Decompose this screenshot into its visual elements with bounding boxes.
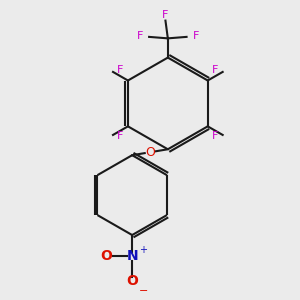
Text: O: O — [145, 146, 155, 159]
Text: N: N — [126, 249, 138, 263]
Text: O: O — [126, 274, 138, 289]
Text: F: F — [212, 65, 218, 76]
Text: F: F — [117, 131, 124, 141]
Text: F: F — [162, 10, 169, 20]
Text: −: − — [139, 286, 148, 296]
Text: F: F — [212, 131, 218, 141]
Text: +: + — [139, 245, 147, 255]
Text: F: F — [137, 31, 143, 41]
Text: F: F — [117, 65, 124, 76]
Text: F: F — [193, 31, 199, 41]
Text: O: O — [100, 249, 112, 263]
